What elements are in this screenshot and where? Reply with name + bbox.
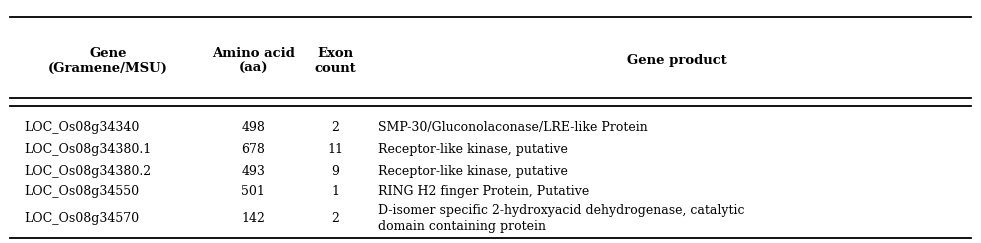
Text: LOC_Os08g34570: LOC_Os08g34570 xyxy=(25,212,139,225)
Text: LOC_Os08g34340: LOC_Os08g34340 xyxy=(25,121,140,134)
Text: 1: 1 xyxy=(332,185,339,199)
Text: D-isomer specific 2-hydroxyacid dehydrogenase, catalytic
domain containing prote: D-isomer specific 2-hydroxyacid dehydrog… xyxy=(378,204,745,233)
Text: RING H2 finger Protein, Putative: RING H2 finger Protein, Putative xyxy=(378,185,589,199)
Text: LOC_Os08g34380.2: LOC_Os08g34380.2 xyxy=(25,165,152,178)
Text: 2: 2 xyxy=(332,212,339,225)
Text: SMP-30/Gluconolaconase/LRE-like Protein: SMP-30/Gluconolaconase/LRE-like Protein xyxy=(378,121,647,134)
Text: 142: 142 xyxy=(241,212,265,225)
Text: 678: 678 xyxy=(241,143,265,156)
Text: 9: 9 xyxy=(332,165,339,178)
Text: 493: 493 xyxy=(241,165,265,178)
Text: LOC_Os08g34550: LOC_Os08g34550 xyxy=(25,185,139,199)
Text: Exon
count: Exon count xyxy=(315,47,356,75)
Text: Receptor-like kinase, putative: Receptor-like kinase, putative xyxy=(378,143,568,156)
Text: 498: 498 xyxy=(241,121,265,134)
Text: 11: 11 xyxy=(328,143,343,156)
Text: LOC_Os08g34380.1: LOC_Os08g34380.1 xyxy=(25,143,152,156)
Text: Receptor-like kinase, putative: Receptor-like kinase, putative xyxy=(378,165,568,178)
Text: Gene product: Gene product xyxy=(627,54,727,67)
Text: Gene
(Gramene/MSU): Gene (Gramene/MSU) xyxy=(48,47,168,75)
Text: 501: 501 xyxy=(241,185,265,199)
Text: Amino acid
(aa): Amino acid (aa) xyxy=(212,47,294,75)
Text: 2: 2 xyxy=(332,121,339,134)
